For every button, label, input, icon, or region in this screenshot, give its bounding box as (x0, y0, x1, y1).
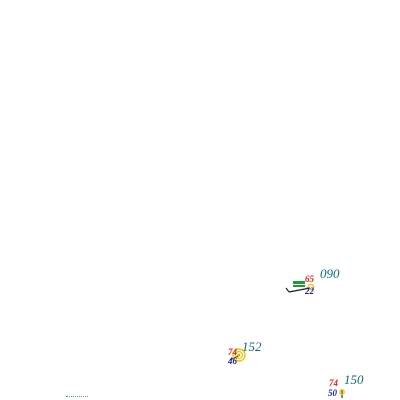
temperature-label: 74 (228, 347, 237, 357)
station-plot-1[interactable]: 65 22 090 (280, 262, 350, 298)
station-symbol-icon (339, 389, 345, 398)
pressure-label: 090 (320, 266, 340, 281)
dewpoint-label: 46 (228, 356, 237, 366)
temperature-label: 65 (305, 274, 314, 284)
station-plot-2[interactable]: 74 46 152 (226, 338, 296, 368)
station-plot-3[interactable]: 74 50 150 (326, 370, 396, 400)
pressure-label: 152 (242, 339, 262, 354)
station-symbol-icon (285, 281, 315, 293)
temperature-label: 74 (329, 378, 338, 388)
scale-mark (66, 396, 88, 398)
station-symbol-icon (229, 348, 246, 362)
dewpoint-label: 22 (305, 286, 314, 296)
pressure-label: 150 (344, 372, 364, 387)
dewpoint-label: 50 (328, 388, 337, 398)
